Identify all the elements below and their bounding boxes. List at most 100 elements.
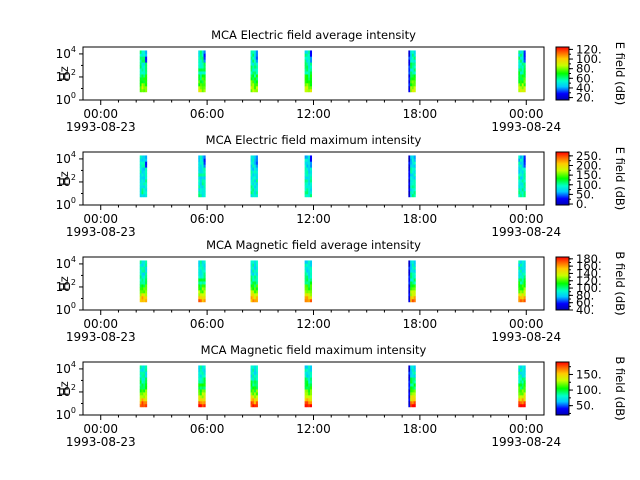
heatmap-cell (203, 185, 206, 189)
heatmap-cell (309, 371, 313, 375)
heatmap-cell (252, 368, 255, 372)
heatmap-cell (308, 403, 311, 408)
heatmap-cell (308, 182, 311, 186)
panel-title: MCA Electric field maximum intensity (206, 133, 422, 147)
heatmap-cell (523, 296, 526, 300)
y-tick-base: 10 (56, 257, 71, 271)
heatmap-cell (143, 62, 146, 66)
heatmap-cell (143, 176, 146, 180)
heatmap-cell (201, 281, 204, 285)
heatmap-cell (200, 266, 203, 270)
colorbar-tick-label: 180. (576, 252, 602, 266)
y-tick-label: 100 (56, 91, 76, 107)
heatmap-cell (203, 193, 206, 198)
heatmap-cell (408, 275, 411, 279)
heatmap-cell (201, 383, 204, 387)
heatmap-cell (520, 88, 523, 93)
heatmap-cell (252, 398, 255, 402)
heatmap-cell (411, 179, 414, 183)
heatmap-cell (410, 191, 413, 195)
heatmap-cell (520, 86, 523, 90)
heatmap-cell (200, 71, 203, 75)
heatmap-cell (200, 389, 203, 393)
heatmap-cell (309, 167, 313, 171)
heatmap-cell (252, 266, 255, 270)
heatmap-cell (145, 281, 148, 285)
heatmap-cell (309, 161, 313, 165)
heatmap-cell (203, 281, 206, 285)
heatmap-cell (203, 88, 206, 93)
heatmap-cell (198, 176, 201, 180)
y-tick-label: 102 (56, 278, 76, 294)
y-tick-base: 10 (56, 93, 71, 107)
heatmap-cell (308, 71, 311, 75)
heatmap-cell (521, 56, 524, 60)
heatmap-cell (518, 170, 521, 174)
heatmap-cell (250, 179, 253, 183)
heatmap-cell (141, 164, 144, 168)
heatmap-cell (250, 266, 253, 270)
heatmap-cell (411, 191, 414, 195)
heatmap-cell (521, 365, 524, 369)
heatmap-cell (255, 368, 258, 372)
y-tick-base: 10 (56, 303, 71, 317)
heatmap-cell (520, 260, 523, 264)
heatmap-cell (254, 269, 257, 273)
heatmap-cell (252, 395, 255, 399)
heatmap-cell (410, 263, 413, 267)
heatmap-cell (203, 74, 206, 78)
heatmap-cell (250, 83, 253, 87)
heatmap-cell (141, 65, 144, 69)
data-segment (198, 155, 206, 198)
heatmap-cell (141, 389, 144, 393)
heatmap-cell (252, 287, 255, 291)
heatmap-cell (521, 77, 524, 81)
heatmap-cell (201, 386, 204, 390)
heatmap-cell (413, 158, 416, 162)
heatmap-cell (143, 287, 146, 291)
heatmap-cell (521, 74, 524, 78)
heatmap-cell (521, 71, 524, 75)
heatmap-cell (411, 281, 414, 285)
heatmap-cell (255, 386, 258, 390)
heatmap-cell (309, 59, 313, 63)
heatmap-cell (309, 176, 313, 180)
heatmap-cell (518, 281, 521, 285)
heatmap-cell (306, 53, 309, 57)
heatmap-cell (411, 164, 414, 168)
heatmap-cell (141, 392, 144, 396)
heatmap-cell (200, 86, 203, 90)
heatmap-cell (200, 68, 203, 72)
heatmap-cell (408, 188, 411, 192)
heatmap-cell (308, 83, 311, 87)
heatmap-cell (198, 59, 201, 63)
heatmap-cell (304, 173, 307, 177)
heatmap-cell (254, 88, 257, 93)
heatmap-cell (410, 298, 413, 303)
heatmap-cell (201, 176, 204, 180)
heatmap-cell (306, 392, 309, 396)
x-tick-label: 18:00 (403, 212, 438, 226)
heatmap-cell (521, 298, 524, 303)
heatmap-cell (408, 371, 411, 375)
heatmap-cell (304, 56, 307, 60)
heatmap-cell (252, 371, 255, 375)
heatmap-cell (308, 161, 311, 165)
heatmap-cell (518, 263, 521, 267)
heatmap-cell (410, 260, 413, 264)
heatmap-cell (309, 275, 313, 279)
heatmap-cell (410, 74, 413, 78)
heatmap-cell (139, 272, 142, 276)
heatmap-cell (252, 176, 255, 180)
heatmap-cell (201, 155, 204, 159)
heatmap-cell (145, 278, 148, 282)
heatmap-cell (521, 164, 524, 168)
heatmap-cell (201, 188, 204, 192)
heatmap-cell (255, 401, 258, 405)
heatmap-cell (308, 62, 311, 66)
y-tick-label: 100 (56, 301, 76, 317)
heatmap-cell (201, 74, 204, 78)
heatmap-cell (408, 170, 411, 174)
heatmap-cell (308, 68, 311, 72)
heatmap-cell (255, 176, 258, 180)
